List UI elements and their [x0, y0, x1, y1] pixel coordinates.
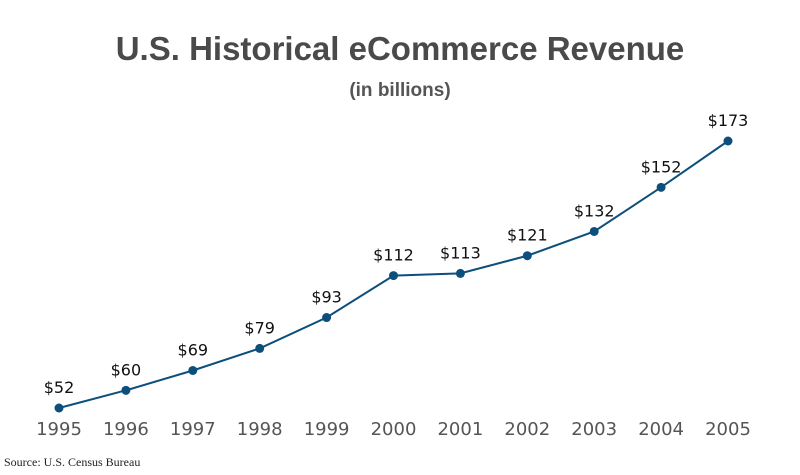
data-point	[589, 226, 599, 236]
data-label: $60	[111, 360, 142, 379]
data-label: $113	[440, 243, 481, 262]
data-point	[389, 271, 398, 281]
data-label: $173	[708, 111, 749, 130]
data-label: $112	[373, 246, 414, 265]
data-point	[121, 385, 131, 395]
data-label: $93	[311, 288, 342, 307]
x-tick-label: 1998	[237, 419, 283, 440]
x-tick-label: 1999	[304, 419, 350, 440]
x-tick-label: 2000	[371, 419, 417, 440]
data-label: $79	[244, 318, 275, 337]
data-label: $121	[507, 226, 548, 245]
data-point	[322, 313, 332, 323]
x-tick-label: 2005	[705, 419, 751, 440]
x-tick-label: 1995	[36, 419, 82, 440]
x-tick-label: 2004	[638, 419, 684, 440]
data-point	[522, 251, 532, 261]
source-note: Source: U.S. Census Bureau	[4, 455, 141, 469]
data-point	[188, 365, 198, 375]
chart-subtitle: (in billions)	[349, 80, 451, 101]
data-label: $69	[178, 340, 209, 359]
data-label: $52	[44, 378, 75, 397]
data-point	[723, 136, 733, 146]
data-point	[455, 268, 465, 278]
data-label: $152	[641, 157, 682, 176]
data-point	[656, 182, 666, 192]
data-point	[54, 403, 64, 413]
x-tick-label: 1996	[103, 419, 149, 440]
x-tick-label: 2003	[571, 419, 617, 440]
x-tick-label: 2002	[504, 419, 550, 440]
x-tick-label: 1997	[170, 419, 216, 440]
data-label: $132	[574, 201, 615, 220]
data-point	[255, 343, 265, 353]
chart-title: U.S. Historical eCommerce Revenue	[115, 30, 685, 67]
x-tick-label: 2001	[437, 419, 483, 440]
